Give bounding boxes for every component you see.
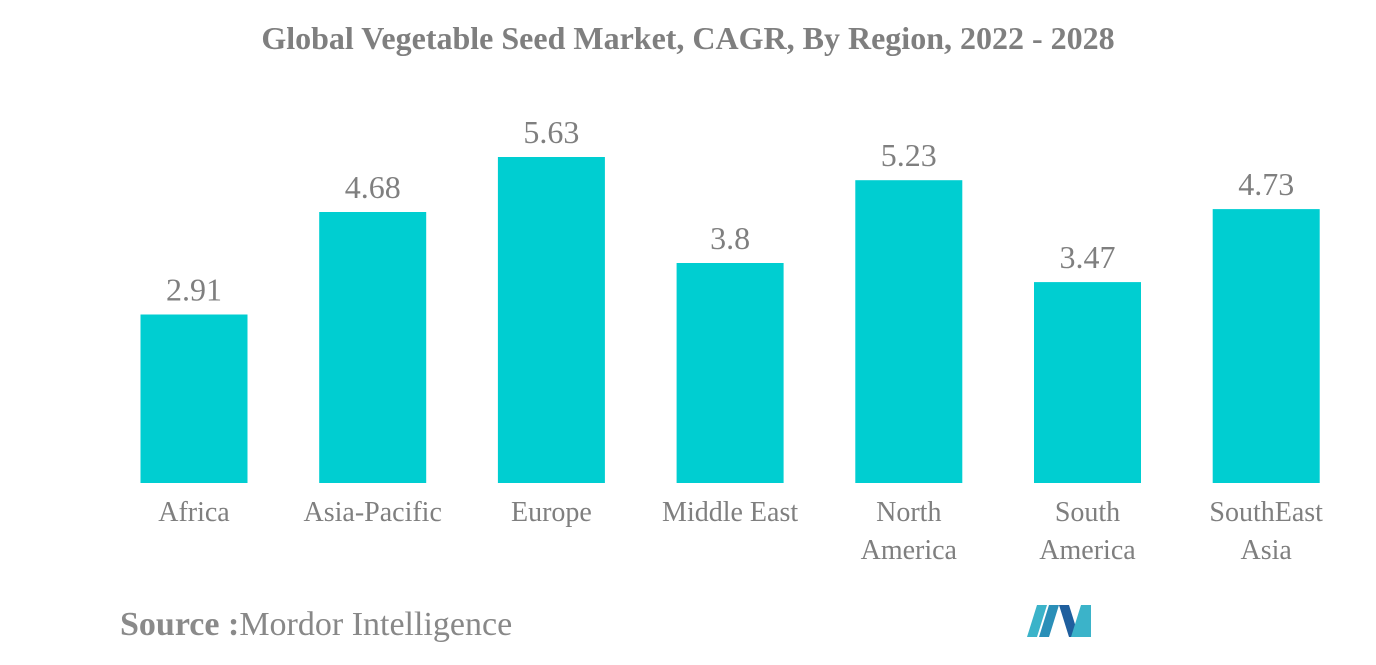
bar-europe [497, 157, 605, 483]
bar-north-america [855, 180, 963, 483]
bar-africa [140, 314, 248, 483]
bar-southeast-asia [1212, 209, 1320, 483]
x-tick-label: Asia-Pacific [304, 497, 442, 528]
data-label: 4.68 [345, 169, 401, 205]
x-tick-label: South [1055, 497, 1120, 528]
x-tick-label: Asia [1241, 535, 1293, 566]
data-label: 5.23 [881, 137, 937, 173]
chart-title: Global Vegetable Seed Market, CAGR, By R… [261, 20, 1115, 56]
x-tick-label: Middle East [662, 497, 798, 528]
x-tick-label: America [861, 535, 958, 566]
source-label: Source : [120, 606, 240, 643]
data-label: 3.47 [1060, 239, 1116, 275]
data-label: 3.8 [710, 220, 750, 256]
x-tick-label: Europe [511, 497, 592, 528]
bar-south-america [1034, 282, 1141, 483]
data-label: 5.63 [523, 114, 579, 150]
bar-middle-east [676, 263, 784, 483]
data-label: 2.91 [166, 272, 222, 308]
source-line: Source :Mordor Intelligence [120, 606, 512, 644]
data-label: 4.73 [1238, 166, 1294, 202]
mordor-intelligence-logo-icon [1027, 605, 1091, 637]
source-text: Mordor Intelligence [239, 606, 513, 643]
x-tick-label: Africa [158, 497, 230, 528]
x-tick-label: North [876, 497, 941, 528]
bar-asia-pacific [319, 212, 427, 483]
bar-chart: 2.91 Africa 4.68 Asia-Pacific 5.63 Europe 3.8 M… [140, 114, 1323, 566]
x-tick-label: SouthEast [1209, 497, 1323, 528]
x-tick-label: America [1039, 535, 1136, 566]
